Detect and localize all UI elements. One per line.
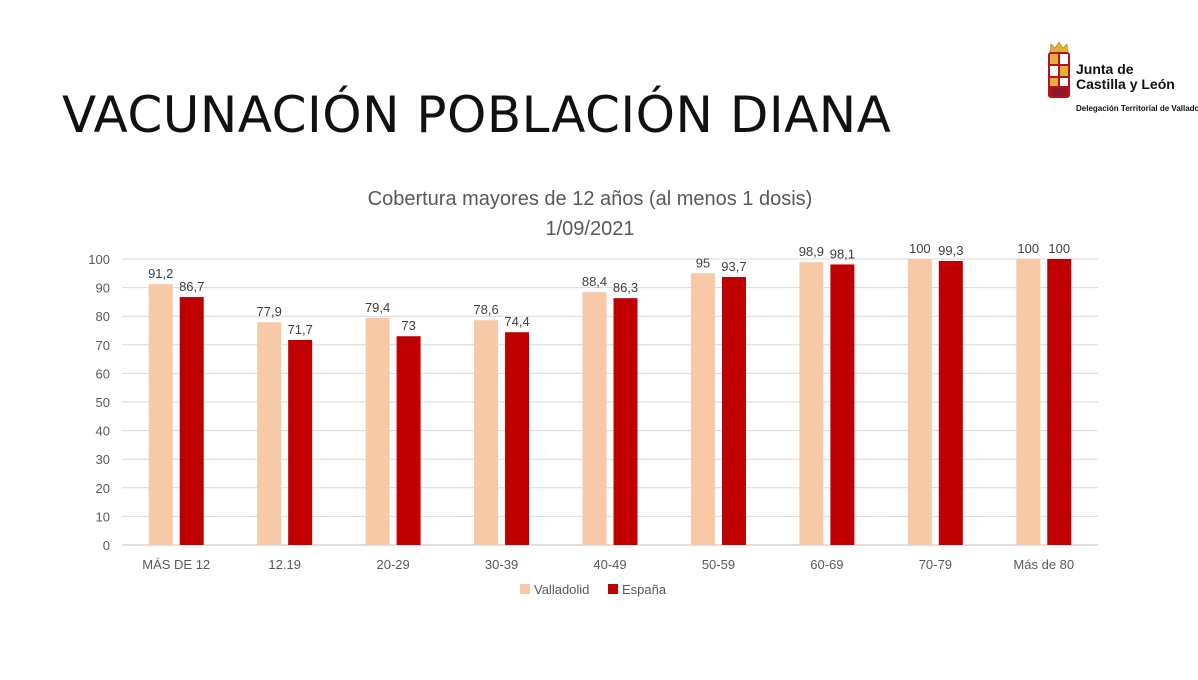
bar-valladolid — [1016, 259, 1041, 545]
y-tick-label: 60 — [96, 366, 110, 381]
x-tick-label: 60-69 — [810, 557, 843, 572]
bar-valladolid — [474, 320, 499, 545]
logo: Junta de Castilla y León Delegación Terr… — [1046, 38, 1198, 118]
x-tick-label: 20-29 — [376, 557, 409, 572]
bar-valladolid — [690, 273, 715, 545]
data-label: 100 — [1017, 241, 1039, 256]
data-label: 100 — [909, 241, 931, 256]
data-label: 71,7 — [288, 322, 313, 337]
data-label: 77,9 — [257, 304, 282, 319]
data-label: 93,7 — [721, 259, 746, 274]
bar-espana — [830, 264, 855, 545]
data-label: 79,4 — [365, 300, 390, 315]
x-tick-label: 30-39 — [485, 557, 518, 572]
bar-espana — [613, 298, 638, 545]
y-tick-label: 100 — [88, 252, 110, 267]
data-label: 95 — [696, 255, 710, 270]
data-label: 78,6 — [473, 302, 498, 317]
x-tick-label: Más de 80 — [1013, 557, 1074, 572]
x-tick-label: 70-79 — [919, 557, 952, 572]
bar-valladolid — [148, 284, 173, 545]
page-title: VACUNACIÓN POBLACIÓN DIANA — [62, 86, 892, 144]
chart-title: Cobertura mayores de 12 años (al menos 1… — [368, 188, 813, 210]
y-tick-label: 50 — [96, 395, 110, 410]
crown-icon — [1049, 41, 1069, 54]
gridlines — [122, 258, 1098, 546]
y-tick-label: 80 — [96, 309, 110, 324]
y-tick-label: 40 — [96, 424, 110, 439]
coat-of-arms-icon — [1048, 52, 1070, 98]
legend-swatch — [520, 584, 530, 594]
y-tick-label: 70 — [96, 338, 110, 353]
y-axis: 0 10 20 30 40 50 60 70 80 90 100 — [88, 252, 110, 553]
org-name: Junta de Castilla y León — [1076, 62, 1175, 92]
bar-valladolid — [907, 259, 932, 545]
x-tick-label: 12.19 — [268, 557, 301, 572]
bar-espana — [288, 339, 313, 545]
org-subtitle: Delegación Territorial de Valladolid — [1076, 104, 1198, 113]
bar-espana — [179, 297, 204, 545]
org-name-line2: Castilla y León — [1076, 76, 1175, 92]
bar-espana — [721, 277, 746, 545]
chart-subtitle: 1/09/2021 — [546, 218, 635, 240]
bar-espana — [505, 332, 530, 545]
data-label: 91,2 — [148, 266, 173, 281]
legend-label: España — [622, 582, 667, 597]
data-label: 98,1 — [830, 246, 855, 261]
bar-espana — [938, 261, 963, 545]
data-label: 88,4 — [582, 274, 607, 289]
bar-valladolid — [582, 292, 607, 545]
data-label: 100 — [1048, 241, 1070, 256]
y-tick-label: 0 — [103, 538, 110, 553]
bar-espana — [396, 336, 421, 545]
y-tick-label: 10 — [96, 509, 110, 524]
bar-valladolid — [365, 317, 390, 545]
legend-swatch — [608, 584, 618, 594]
x-tick-label: 50-59 — [702, 557, 735, 572]
legend-label: Valladolid — [534, 582, 589, 597]
bar-valladolid — [257, 322, 282, 545]
y-tick-label: 90 — [96, 281, 110, 296]
legend: Valladolid España — [520, 582, 667, 597]
data-label: 73 — [401, 318, 415, 333]
bars — [148, 259, 1072, 545]
x-axis: MÁS DE 12 12.19 20-29 30-39 40-49 50-59 60-69 7… — [142, 557, 1074, 572]
org-name-line1: Junta de — [1076, 61, 1134, 77]
bar-espana — [1047, 259, 1072, 545]
y-tick-label: 20 — [96, 481, 110, 496]
bar-valladolid — [799, 262, 824, 545]
x-tick-label: MÁS DE 12 — [142, 557, 210, 572]
data-label: 74,4 — [504, 314, 529, 329]
data-label: 86,7 — [179, 279, 204, 294]
data-label: 98,9 — [799, 244, 824, 259]
x-tick-label: 40-49 — [593, 557, 626, 572]
data-label: 86,3 — [613, 280, 638, 295]
y-tick-label: 30 — [96, 452, 110, 467]
data-label: 99,3 — [938, 243, 963, 258]
data-labels: 91,2 86,7 77,9 71,7 79,4 73 78,6 74,4 88,4 86,3 95… — [148, 241, 1070, 337]
